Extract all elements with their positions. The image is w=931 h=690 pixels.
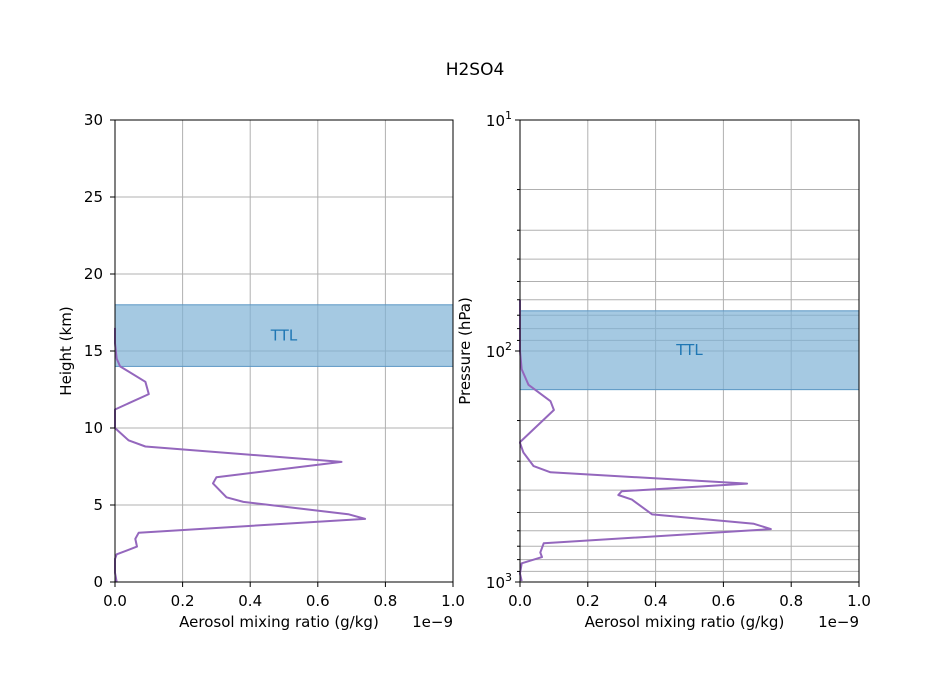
y-tick-label: 0 — [93, 573, 103, 591]
x-tick-label: 0.2 — [576, 592, 600, 610]
h2so4-profile-line — [519, 299, 772, 582]
x-tick-label: 0.0 — [103, 592, 127, 610]
x-tick-label: 0.6 — [306, 592, 330, 610]
y-tick-label: 103 — [486, 571, 512, 592]
ttl-band-label: TTL — [675, 341, 703, 359]
x-tick-label: 0.0 — [508, 592, 532, 610]
x-axis-offset-label: 1e−9 — [818, 613, 859, 631]
x-axis-label: Aerosol mixing ratio (g/kg) — [585, 613, 785, 631]
y-tick-label: 102 — [486, 340, 512, 361]
x-tick-label: 0.4 — [238, 592, 262, 610]
x-tick-label: 0.2 — [171, 592, 195, 610]
y-tick-label: 15 — [84, 342, 103, 360]
y-tick-label: 101 — [486, 109, 512, 130]
y-axis-label: Height (km) — [57, 306, 75, 395]
x-tick-label: 0.6 — [711, 592, 735, 610]
height-panel: TTL 0.0 0.2 0.4 0.6 0.8 1.0 0 5 10 15 20 25 30 Aerosol… — [57, 111, 465, 631]
x-axis-label: Aerosol mixing ratio (g/kg) — [179, 613, 379, 631]
x-tick-label: 0.8 — [779, 592, 803, 610]
x-tick-label: 1.0 — [847, 592, 871, 610]
pressure-panel: TTL 0.0 0.2 0.4 0.6 0.8 1.0 101 102 103 Aerosol mi… — [456, 109, 871, 631]
x-tick-label: 0.4 — [644, 592, 668, 610]
ttl-band-label: TTL — [270, 327, 298, 345]
x-tick-label: 0.8 — [373, 592, 397, 610]
y-tick-label: 30 — [84, 111, 103, 129]
h2so4-profile-line — [114, 327, 367, 583]
ttl-band — [114, 304, 454, 367]
x-axis-offset-label: 1e−9 — [412, 613, 453, 631]
ttl-band — [519, 310, 860, 391]
x-tick-label: 1.0 — [441, 592, 465, 610]
y-tick-label: 5 — [93, 496, 103, 514]
figure-title: H2SO4 — [446, 60, 505, 80]
y-tick-label: 25 — [84, 188, 103, 206]
y-tick-label: 20 — [84, 265, 103, 283]
y-tick-label: 10 — [84, 419, 103, 437]
y-axis-label: Pressure (hPa) — [456, 297, 474, 405]
